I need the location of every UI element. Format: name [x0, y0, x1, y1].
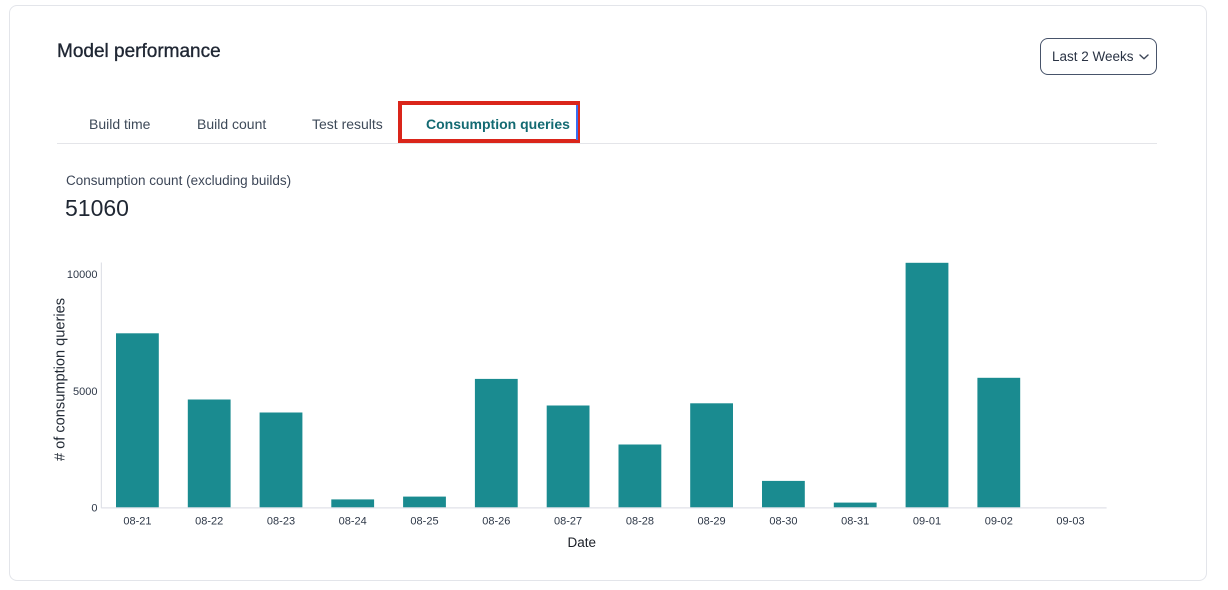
svg-text:08-22: 08-22 [195, 516, 223, 528]
svg-text:Date: Date [568, 535, 597, 550]
svg-text:0: 0 [91, 503, 97, 515]
svg-text:08-23: 08-23 [267, 516, 295, 528]
svg-text:5000: 5000 [73, 386, 97, 398]
svg-text:09-01: 09-01 [913, 516, 941, 528]
svg-text:08-30: 08-30 [769, 516, 797, 528]
svg-text:10000: 10000 [67, 269, 98, 281]
svg-text:# of consumption queries: # of consumption queries [53, 298, 69, 461]
svg-text:08-29: 08-29 [698, 516, 726, 528]
svg-text:08-27: 08-27 [554, 516, 582, 528]
svg-text:09-03: 09-03 [1056, 516, 1084, 528]
svg-text:08-25: 08-25 [410, 516, 438, 528]
svg-text:08-31: 08-31 [841, 516, 869, 528]
svg-text:08-26: 08-26 [482, 516, 510, 528]
svg-text:08-21: 08-21 [123, 516, 151, 528]
svg-text:09-02: 09-02 [985, 516, 1013, 528]
svg-text:08-28: 08-28 [626, 516, 654, 528]
svg-text:08-24: 08-24 [339, 516, 367, 528]
